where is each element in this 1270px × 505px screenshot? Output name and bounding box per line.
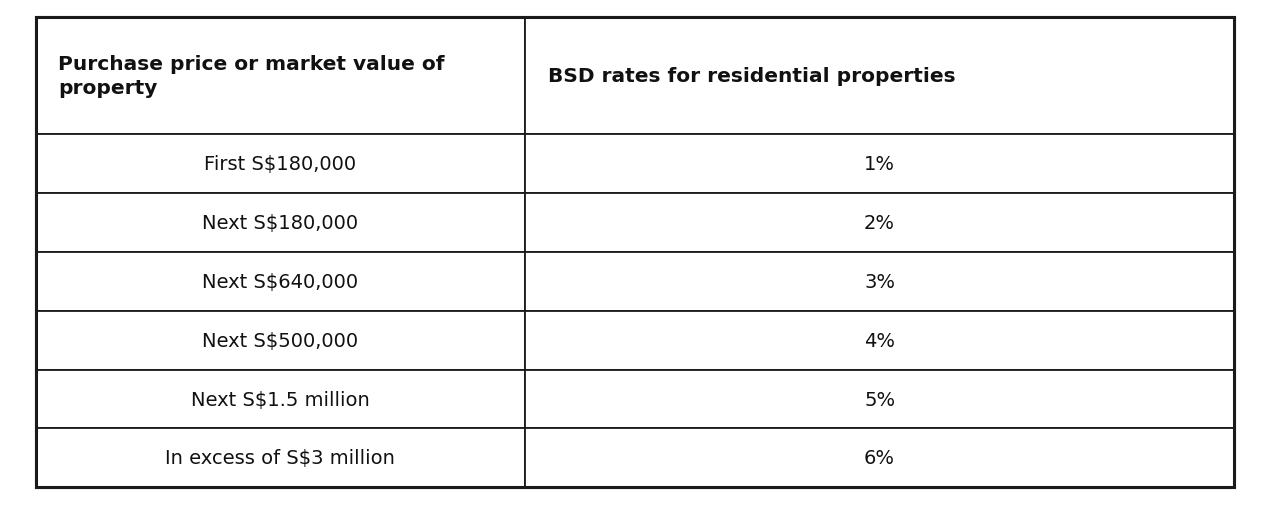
Text: Purchase price or market value of
property: Purchase price or market value of proper… xyxy=(58,55,444,97)
Text: 5%: 5% xyxy=(864,390,895,409)
Text: 1%: 1% xyxy=(864,155,895,174)
Bar xyxy=(36,311,525,370)
Text: Next S$180,000: Next S$180,000 xyxy=(202,214,358,233)
Text: First S$180,000: First S$180,000 xyxy=(204,155,356,174)
Bar xyxy=(525,194,1234,252)
Bar xyxy=(525,429,1234,487)
Bar xyxy=(36,429,525,487)
Bar xyxy=(525,18,1234,135)
Bar xyxy=(525,252,1234,311)
Text: In excess of S$3 million: In excess of S$3 million xyxy=(165,448,395,468)
Text: 6%: 6% xyxy=(864,448,895,468)
Bar xyxy=(36,194,525,252)
Text: 3%: 3% xyxy=(864,272,895,291)
Text: 4%: 4% xyxy=(864,331,895,350)
Bar xyxy=(525,311,1234,370)
Bar xyxy=(36,252,525,311)
Text: 2%: 2% xyxy=(864,214,895,233)
Text: Next S$500,000: Next S$500,000 xyxy=(202,331,358,350)
Bar xyxy=(36,18,525,135)
Text: Next S$640,000: Next S$640,000 xyxy=(202,272,358,291)
Text: BSD rates for residential properties: BSD rates for residential properties xyxy=(547,67,955,86)
Bar xyxy=(525,370,1234,429)
Text: Next S$1.5 million: Next S$1.5 million xyxy=(190,390,370,409)
Bar xyxy=(36,370,525,429)
Bar xyxy=(36,135,525,194)
Bar xyxy=(525,135,1234,194)
